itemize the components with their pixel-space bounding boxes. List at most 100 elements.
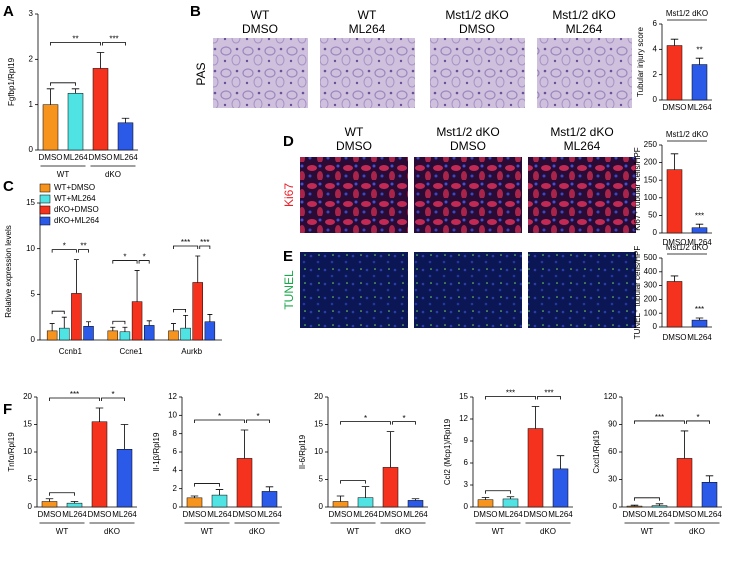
panel-label: C	[3, 178, 14, 195]
significance-bracket	[634, 497, 660, 501]
error-bar	[134, 270, 140, 302]
error-bar	[361, 486, 370, 498]
x-tick-label: DMSO	[524, 510, 548, 519]
significance-bracket	[194, 483, 220, 487]
x-tick-label: DMSO	[663, 333, 687, 342]
error-bar	[45, 498, 54, 502]
significance-label: *	[218, 412, 221, 421]
y-tick-label: 60	[608, 447, 617, 456]
y-tick-label: 500	[644, 253, 658, 262]
bar	[83, 326, 94, 341]
error-bar	[70, 501, 79, 504]
error-bar	[170, 323, 176, 331]
significance-bracket	[112, 260, 138, 264]
image-header: ML264	[564, 139, 601, 153]
bar	[67, 93, 84, 151]
bar	[651, 505, 668, 508]
error-bar	[215, 489, 224, 496]
y-tick-label: 20	[23, 392, 32, 401]
y-axis-label: Ccl2 (Mcp1)/Rpl19	[443, 418, 452, 485]
y-axis-label: Tubular injury score	[636, 26, 645, 97]
significance-bracket	[199, 245, 211, 249]
y-tick-label: 200	[644, 158, 658, 167]
y-tick-label: 15	[23, 420, 32, 429]
micrograph	[537, 38, 632, 108]
significance-label: ***	[70, 390, 79, 399]
x-tick-label: DMSO	[88, 510, 112, 519]
bar	[119, 331, 131, 341]
significance-label: *	[63, 242, 66, 251]
bar	[407, 500, 424, 508]
bar	[691, 227, 708, 234]
group-label: dKO	[104, 527, 120, 536]
stain-images	[300, 157, 636, 328]
y-axis-label: Il-1β/Rpl19	[152, 432, 161, 471]
significance-bracket	[194, 419, 245, 423]
error-bar	[110, 326, 116, 331]
significance-bracket	[340, 421, 391, 425]
x-tick-label: DMSO	[379, 510, 403, 519]
legend-swatch	[39, 183, 51, 193]
error-bar	[556, 455, 565, 469]
chart-title: Mst1/2 dKO	[666, 130, 708, 139]
bar	[59, 327, 70, 341]
y-tick-label: 15	[459, 392, 468, 401]
y-axis-label: Fgfbp1/Rpl19	[7, 57, 16, 106]
y-tick-label: 120	[604, 392, 618, 401]
error-bar	[96, 52, 105, 69]
y-tick-label: 4	[653, 44, 658, 53]
y-tick-label: 90	[608, 420, 617, 429]
group-label: dKO	[689, 527, 705, 536]
significance-bracket	[246, 419, 270, 423]
pas-images	[213, 38, 632, 108]
bar	[691, 319, 708, 328]
y-tick-label: 0	[31, 335, 36, 344]
row-label: TUNEL	[282, 270, 296, 310]
error-bar	[680, 430, 689, 459]
significance-bracket	[112, 320, 126, 325]
x-tick-label: DMSO	[474, 510, 498, 519]
significance-label: ***	[506, 389, 515, 398]
significance-label: ***	[109, 35, 118, 44]
bar	[143, 325, 155, 341]
x-tick-label: ML264	[403, 510, 428, 519]
y-tick-label: 6	[464, 458, 469, 467]
y-tick-label: 150	[644, 175, 658, 184]
significance-label: ***	[181, 238, 190, 247]
bar	[180, 327, 191, 341]
significance-label: ***	[655, 413, 664, 422]
bar	[701, 482, 718, 508]
y-axis-label: Cxcl1/Rpl19	[592, 430, 601, 474]
x-tick-label: ML264	[353, 510, 378, 519]
significance-bracket	[51, 310, 65, 315]
error-bar	[120, 424, 129, 450]
panel-label: D	[283, 133, 294, 150]
significance-bracket	[50, 42, 101, 46]
y-tick-label: 300	[644, 281, 658, 290]
bar	[92, 68, 109, 151]
error-bar	[531, 406, 540, 429]
bar	[211, 494, 228, 508]
significance-bracket	[78, 249, 89, 253]
y-tick-label: 250	[644, 140, 658, 149]
error-bar	[146, 320, 152, 326]
image-header: Mst1/2 dKO	[550, 125, 613, 139]
y-tick-label: 2	[29, 54, 34, 63]
error-bar	[655, 503, 664, 506]
bar	[116, 449, 133, 508]
y-axis-label: Il-6/Rpl19	[298, 434, 307, 469]
significance-bracket	[173, 245, 199, 249]
row-label: Ki67	[282, 183, 296, 207]
y-tick-label: 0	[28, 502, 33, 511]
micrograph	[414, 157, 522, 233]
y-tick-label: 20	[314, 392, 323, 401]
error-bar	[386, 431, 395, 468]
error-bar	[183, 314, 189, 329]
x-tick-label: ML264	[647, 510, 672, 519]
y-tick-label: 0	[653, 228, 658, 237]
error-bar	[670, 275, 679, 282]
bar	[131, 301, 143, 341]
bar	[477, 499, 494, 508]
error-bar	[121, 117, 130, 123]
